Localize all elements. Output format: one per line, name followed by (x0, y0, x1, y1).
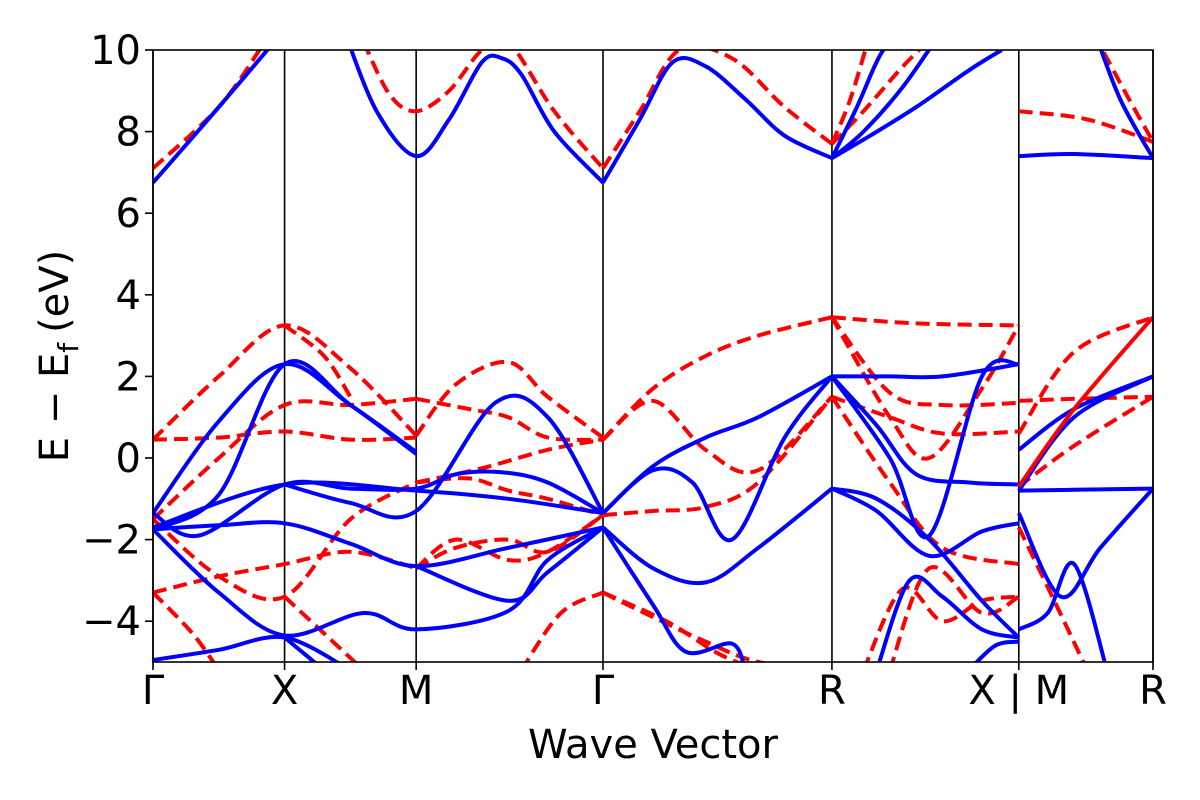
blue-band-line (153, 480, 604, 530)
red-band-line (283, 323, 353, 398)
red-band-line (602, 395, 834, 518)
red-band-line (414, 513, 605, 570)
red-band-line (890, 565, 1020, 662)
blue-band-line (1018, 486, 1153, 493)
red-band-line (830, 50, 868, 145)
y-tick-label: −4 (82, 599, 141, 645)
band-curves (153, 50, 1153, 662)
blue-band-line (830, 50, 932, 160)
red-band-line (524, 590, 604, 662)
x-tick-label: Γ (592, 668, 615, 714)
y-tick-label: 0 (116, 436, 141, 482)
red-band-line (416, 476, 604, 518)
blue-band-line (153, 634, 341, 662)
red-band-line (602, 590, 770, 662)
y-tick-label: 2 (116, 354, 141, 400)
red-band-line (601, 315, 833, 441)
blue-band-line (831, 486, 1020, 559)
red-band-line (415, 513, 605, 570)
x-tick-label: R (818, 668, 846, 714)
red-band-line (1017, 315, 1153, 435)
red-band-line (153, 429, 417, 442)
y-axis-title-main: E − E (32, 353, 78, 463)
plot-frame (152, 49, 1154, 663)
blue-band-line (830, 358, 1020, 540)
blue-band-line (153, 525, 605, 638)
y-tick-label: 4 (116, 273, 141, 319)
blue-band-line (830, 50, 886, 159)
red-band-line (1016, 526, 1086, 662)
y-axis-ticks: −4 −2 0 2 4 6 8 10 (82, 28, 153, 645)
red-band-line (830, 50, 922, 146)
blue-band-line (601, 56, 833, 184)
y-axis-title-unit: (eV) (32, 250, 78, 333)
blue-band-line (973, 639, 1020, 662)
red-band-line (601, 395, 834, 475)
red-band-line (414, 359, 605, 440)
blue-band-line (415, 525, 605, 603)
red-band-line (831, 315, 1019, 328)
blue-band-line (830, 375, 1019, 487)
blue-band-line (1018, 151, 1153, 161)
red-band-line (153, 50, 262, 170)
red-band-line (365, 50, 605, 170)
red-band-line (283, 595, 358, 662)
red-band-line (830, 316, 1021, 461)
red-band-line (601, 50, 834, 170)
red-band-line (1017, 315, 1153, 488)
blue-band-line (1016, 487, 1153, 600)
blue-band-line (1098, 50, 1153, 160)
red-band-line (602, 590, 743, 662)
red-band-line (1018, 394, 1153, 403)
blue-band-line (1017, 560, 1107, 662)
blue-band-line (601, 526, 745, 662)
red-band-line (1017, 395, 1153, 489)
red-band-line (1018, 109, 1153, 144)
blue-band-line (153, 50, 270, 184)
y-axis-title-subscript: f (52, 342, 85, 353)
blue-band-line (830, 50, 1003, 160)
blue-band-line (349, 50, 605, 184)
x-tick-label: R (1139, 668, 1167, 714)
x-axis-ticks: Γ X M Γ R X | M R (142, 662, 1167, 714)
blue-band-line (877, 574, 1020, 662)
red-band-line (1100, 50, 1153, 143)
blue-band-line (284, 393, 605, 520)
x-tick-label: M (399, 668, 434, 714)
y-tick-label: 8 (116, 110, 141, 156)
blue-band-line (153, 520, 604, 569)
blue-band-line (601, 487, 834, 586)
red-band-line (153, 396, 417, 521)
y-axis-title: E − Ef (eV) (32, 250, 85, 463)
red-band-line (153, 549, 417, 595)
x-tick-label: X (271, 668, 298, 714)
blue-band-line (283, 635, 318, 662)
y-tick-label: 10 (90, 28, 141, 74)
x-axis-title: Wave Vector (528, 722, 779, 768)
y-tick-label: −2 (82, 518, 141, 564)
red-band-line (153, 591, 216, 662)
x-tick-label: Γ (142, 668, 165, 714)
red-band-line (830, 315, 1019, 408)
blue-band-line (601, 374, 833, 515)
red-band-line (864, 585, 1020, 662)
x-tick-label: X | M (968, 668, 1069, 714)
blue-band-line (831, 486, 1021, 639)
y-tick-label: 6 (116, 191, 141, 237)
blue-band-line (601, 375, 834, 543)
